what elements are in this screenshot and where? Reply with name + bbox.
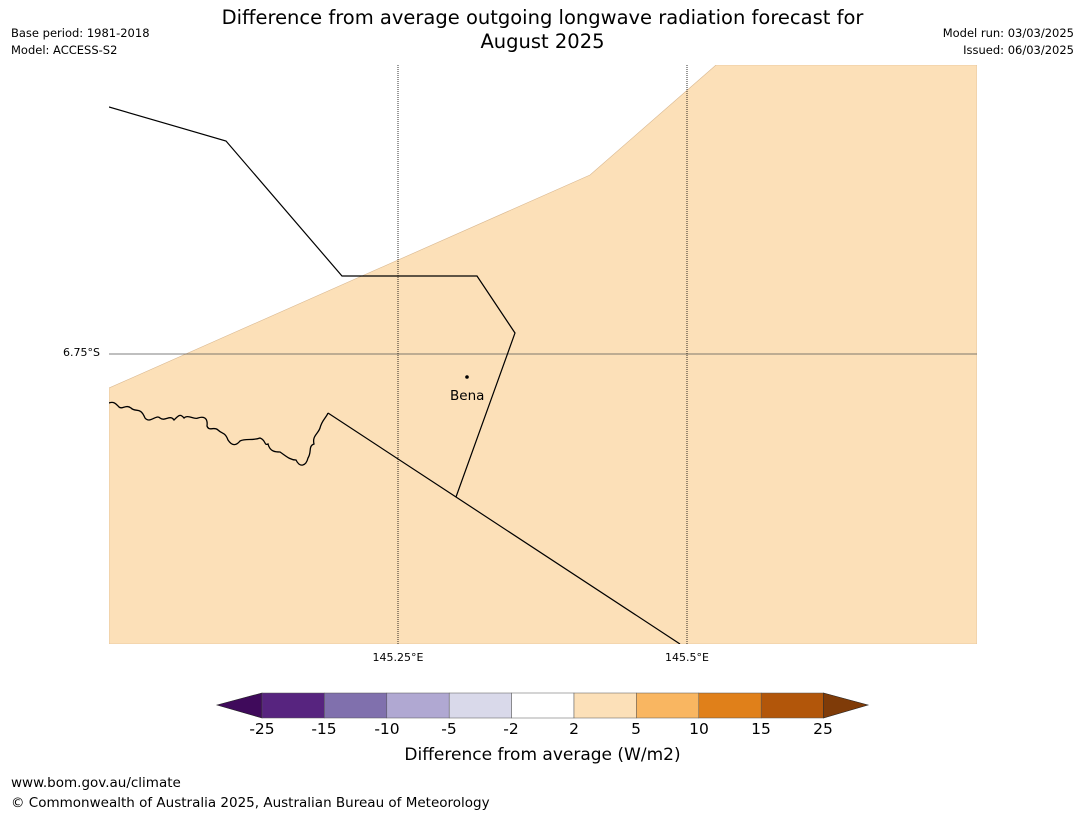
base-period: Base period: 1981-2018 bbox=[11, 26, 150, 40]
colorbar-segment bbox=[636, 692, 700, 719]
colorbar-tick: -10 bbox=[374, 720, 400, 738]
longitude-label: 145.5°E bbox=[665, 651, 709, 664]
colorbar-tick: -25 bbox=[249, 720, 275, 738]
map-title: Difference from average outgoing longwav… bbox=[0, 6, 1085, 54]
footer-copyright: © Commonwealth of Australia 2025, Austra… bbox=[11, 795, 490, 811]
colorbar-tick: -15 bbox=[311, 720, 337, 738]
latitude-label: 6.75°S bbox=[63, 346, 100, 359]
colorbar-extend-high bbox=[823, 692, 870, 719]
colorbar-segment bbox=[698, 692, 762, 719]
longitude-label: 145.25°E bbox=[372, 651, 424, 664]
place-label-bena: Bena bbox=[450, 388, 485, 404]
footer-url[interactable]: www.bom.gov.au/climate bbox=[11, 775, 181, 791]
model-run: Model run: 03/03/2025 bbox=[942, 26, 1074, 40]
bena-marker bbox=[465, 375, 469, 379]
model-name: Model: ACCESS-S2 bbox=[11, 43, 118, 57]
colorbar-tick: 10 bbox=[689, 720, 709, 738]
colorbar-tick: 15 bbox=[751, 720, 771, 738]
title-line-2: August 2025 bbox=[480, 30, 605, 53]
colorbar bbox=[215, 692, 870, 719]
title-line-1: Difference from average outgoing longwav… bbox=[221, 6, 864, 29]
meta-left: Base period: 1981-2018 Model: ACCESS-S2 bbox=[11, 25, 150, 59]
boundary-south bbox=[327, 412, 681, 644]
colorbar-segment bbox=[760, 692, 824, 719]
colorbar-extend-low bbox=[215, 692, 263, 719]
colorbar-tick: -2 bbox=[503, 720, 519, 738]
anomaly-fill-region bbox=[109, 65, 977, 644]
colorbar-label: Difference from average (W/m2) bbox=[404, 745, 681, 765]
boundary-north bbox=[109, 106, 516, 498]
colorbar-tick: 5 bbox=[631, 720, 641, 738]
colorbar-tick: 25 bbox=[813, 720, 833, 738]
colorbar-segment bbox=[448, 692, 512, 719]
colorbar-segment bbox=[573, 692, 637, 719]
colorbar-segment bbox=[386, 692, 450, 719]
meta-right: Model run: 03/03/2025 Issued: 06/03/2025 bbox=[943, 25, 1074, 59]
issued-date: Issued: 06/03/2025 bbox=[963, 43, 1074, 57]
colorbar-segment bbox=[324, 692, 388, 719]
river-line bbox=[109, 401, 329, 466]
colorbar-segment bbox=[261, 692, 325, 719]
colorbar-segment bbox=[511, 692, 575, 719]
colorbar-tick: 2 bbox=[569, 720, 579, 738]
colorbar-tick: -5 bbox=[441, 720, 457, 738]
